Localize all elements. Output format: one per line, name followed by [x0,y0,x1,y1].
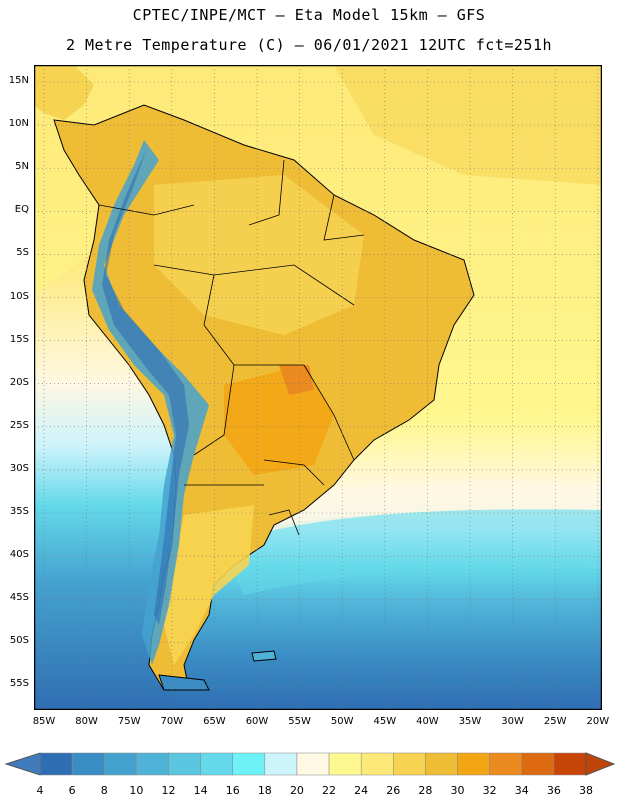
colorbar-tick-label: 38 [579,784,593,797]
colorbar-tick-label: 20 [289,784,304,797]
map-border [34,65,602,710]
lon-label: 85W [32,716,56,727]
colorbar-tick-label: 32 [482,784,497,797]
colorbar-tick-label: 10 [129,784,144,797]
colorbar-tick-label: 4 [36,784,44,797]
lat-label: 35S [9,506,29,517]
andes-cold [92,140,209,665]
colorbar-tick-label: 18 [257,784,272,797]
lon-label: 65W [203,716,226,727]
colorbar-segment [328,752,362,776]
central-america [34,65,94,120]
colorbar-segment [71,752,105,776]
ocean-white-band [254,480,602,535]
lon-label: 20W [586,716,610,727]
title-line-1: CPTEC/INPE/MCT – Eta Model 15km – GFS [132,6,486,24]
colorbar-segment [200,752,233,776]
colorbar-segment [360,752,394,776]
ocean-warm-band [334,65,602,185]
colorbar-tick-label: 8 [100,784,108,797]
hottest-spot [279,365,314,395]
andes-core [102,150,189,625]
amazon-basin [154,175,364,335]
colorbar-tick-label: 30 [450,784,465,797]
colorbar-low-arrow [4,752,41,776]
lon-label: 25W [543,716,567,727]
lat-label: 10N [8,118,29,130]
colorbar-segment [168,752,201,776]
colorbar-tick-label: 24 [354,784,369,797]
colorbar-high-arrow [585,752,616,776]
colorbar-tick-label: 14 [193,784,208,797]
lat-label: 40S [9,549,29,561]
colorbar-segment [39,752,73,776]
colorbar-segment [393,752,426,776]
colorbar-tick-label: 34 [514,784,529,797]
colorbar-segment [136,752,169,776]
lat-label: 15S [9,333,29,345]
tierra-del-fuego [158,674,210,691]
lat-label: 55S [9,678,29,690]
lon-label: 35W [458,716,482,727]
lon-label: 30W [501,716,524,727]
ocean-cool-band-south [214,509,602,595]
colorbar-segment [457,752,490,776]
lon-label: 80W [75,716,98,727]
title-line-2: 2 Metre Temperature (C) – 06/01/2021 12U… [65,36,553,54]
colorbar-tick-label: 22 [322,784,337,797]
colorbar-segment [489,752,523,776]
lat-label: 25S [9,419,29,431]
colorbar-tick-label: 12 [161,784,176,797]
graticule [34,65,602,710]
patagonia-land [164,505,254,665]
falkland-islands [251,650,277,662]
lat-label: 50S [9,635,29,647]
lat-label: EQ [14,204,29,216]
colorbar-tick-label: 28 [418,784,433,797]
hot-core-chaco [224,365,334,475]
lon-label: 75W [117,716,141,727]
colorbar-segment [103,752,137,776]
lon-label: 45W [373,716,397,727]
colorbar-segment [425,752,458,776]
colorbar-segment [296,752,330,776]
lon-label: 60W [245,716,269,727]
lat-label: 15N [8,75,29,86]
lat-label: 45S [9,592,29,604]
lat-label: 20S [9,376,29,388]
lon-label: 70W [160,716,184,727]
lon-label: 40W [416,716,439,727]
colorbar-tick-label: 6 [68,784,76,797]
colorbar-segment [553,752,587,776]
lon-label: 50W [330,716,354,727]
lat-label: 5S [16,247,29,259]
temperature-map [34,65,602,710]
colorbar-segment [521,752,555,776]
lat-label: 30S [9,462,29,474]
colorbar-tick-label: 26 [386,784,401,797]
lon-label: 55W [288,716,311,727]
colorbar-segment [232,752,266,776]
country-borders [98,159,365,536]
colorbar-tick-label: 36 [546,784,561,797]
colorbar-tick-label: 16 [225,784,240,797]
lat-label: 10S [9,290,29,302]
lat-label: 5N [15,161,29,173]
colorbar-segment [264,752,298,776]
colorbar [4,752,616,776]
